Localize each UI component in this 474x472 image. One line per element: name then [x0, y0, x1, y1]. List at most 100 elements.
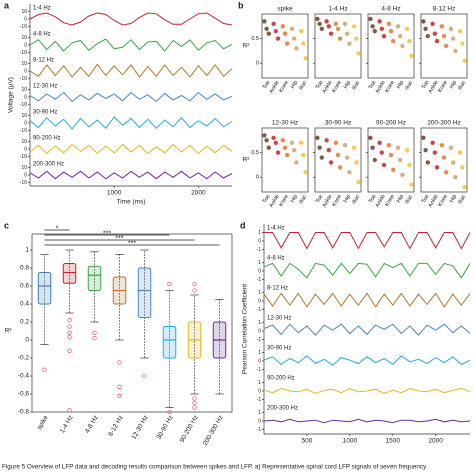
series-label: 90-200 Hz: [267, 376, 295, 382]
y-tick-label: 1: [258, 230, 261, 236]
point: [273, 29, 278, 34]
point: [317, 21, 322, 27]
panel-title: 4-8 Hz: [381, 6, 400, 13]
x-tick-label: Ankle: [375, 80, 387, 95]
point: [379, 150, 384, 155]
point: [377, 19, 382, 24]
panel-title: 200-300 Hz: [427, 120, 461, 127]
point: [285, 152, 290, 158]
x-tick-label: Knee: [331, 194, 343, 208]
point: [453, 48, 458, 54]
point: [345, 31, 350, 36]
trace: [263, 262, 471, 279]
point: [398, 33, 403, 39]
panel-title: 90-200 Hz: [376, 120, 406, 127]
x-tick-label: Iliac: [351, 194, 361, 206]
point: [430, 21, 435, 27]
outlier: [67, 408, 72, 413]
series-label: 8-12 Hz: [267, 286, 288, 292]
point: [423, 147, 428, 153]
y-tick-label: 0: [258, 268, 261, 274]
x-tick-label: Iliac: [404, 194, 414, 206]
point: [266, 31, 271, 36]
point: [266, 145, 271, 150]
point: [439, 24, 444, 29]
series-label: 30-90 Hz: [267, 346, 291, 352]
x-tick-label: 1000: [343, 438, 358, 445]
y-tick-label: -1: [257, 307, 262, 313]
point: [319, 26, 324, 31]
series-label: 1-4 Hz: [267, 226, 285, 232]
point: [462, 184, 467, 190]
point: [342, 21, 348, 27]
point: [292, 147, 297, 153]
x-tick-label: 1-4 Hz: [59, 414, 75, 434]
panel-letter: a: [4, 0, 10, 10]
point: [338, 165, 343, 170]
point: [386, 143, 391, 148]
significance-label: *: [56, 225, 59, 232]
y-tick-label: 0: [24, 146, 27, 152]
x-tick-label: 12-30 Hz: [130, 414, 149, 440]
x-tick-label: Ankle: [428, 194, 440, 209]
y-tick-label: -10: [20, 50, 27, 56]
point: [352, 24, 357, 29]
y-tick-label: 10: [21, 61, 27, 67]
outlier: [92, 330, 97, 335]
outlier: [117, 360, 122, 365]
y-tick-label: -10: [20, 128, 27, 134]
y-tick-label: 10: [21, 139, 27, 145]
point: [388, 29, 394, 34]
x-tick-label: Hip: [343, 80, 352, 90]
panel-title: 12-30 Hz: [272, 120, 298, 127]
point: [271, 135, 276, 141]
y-tick-label: 0: [24, 94, 27, 100]
y-tick-label: 0.8: [20, 265, 29, 272]
x-tick-label: Toe: [368, 194, 378, 205]
x-tick-label: 200-300 Hz: [202, 414, 225, 447]
trace: [29, 116, 233, 130]
y-tick-label: -10: [20, 24, 27, 30]
outlier: [117, 393, 122, 398]
y-axis-label: Pearson Correlation Coefficient: [242, 284, 249, 374]
point: [395, 24, 401, 29]
point: [368, 16, 373, 22]
point: [386, 21, 391, 27]
panel-frame: [261, 127, 309, 193]
x-tick-label: Knee: [437, 194, 449, 208]
point: [379, 26, 384, 31]
y-tick-label: 10: [21, 165, 27, 171]
plot-frame: [31, 233, 233, 413]
y-tick-label: -1: [257, 277, 262, 283]
point: [409, 182, 414, 187]
point: [368, 135, 373, 141]
significance-label: ***: [115, 235, 123, 242]
y-tick-label: 0: [256, 175, 259, 181]
box: [37, 272, 52, 305]
point: [319, 155, 324, 160]
y-tick-label: -0.6: [18, 391, 30, 398]
point: [303, 56, 308, 61]
point: [439, 143, 444, 148]
series-label: 30-90 Hz: [33, 110, 57, 116]
y-tick-label: -10: [20, 154, 27, 160]
outlier: [67, 348, 72, 353]
panel-title: 1-4 Hz: [328, 6, 347, 13]
x-tick-label: Ankle: [322, 194, 334, 209]
point: [354, 36, 359, 41]
x-tick-label: Iliac: [457, 194, 467, 206]
x-tick-label: Hip: [343, 194, 352, 204]
outlier: [67, 324, 72, 329]
y-tick-label: 10: [21, 87, 27, 93]
outlier: [117, 384, 122, 389]
panel-frame: [367, 13, 415, 79]
outlier: [92, 336, 97, 341]
panel-title: 30-90 Hz: [325, 120, 351, 127]
x-tick-label: Hip: [396, 194, 405, 204]
y-tick-label: 0: [258, 388, 261, 394]
series-label: 4-8 Hz: [33, 32, 51, 38]
series-label: 1-4 Hz: [33, 6, 51, 12]
x-tick-label: Toe: [421, 194, 431, 205]
y-tick-label: -1: [257, 367, 262, 373]
series-label: 12-30 Hz: [33, 84, 57, 90]
